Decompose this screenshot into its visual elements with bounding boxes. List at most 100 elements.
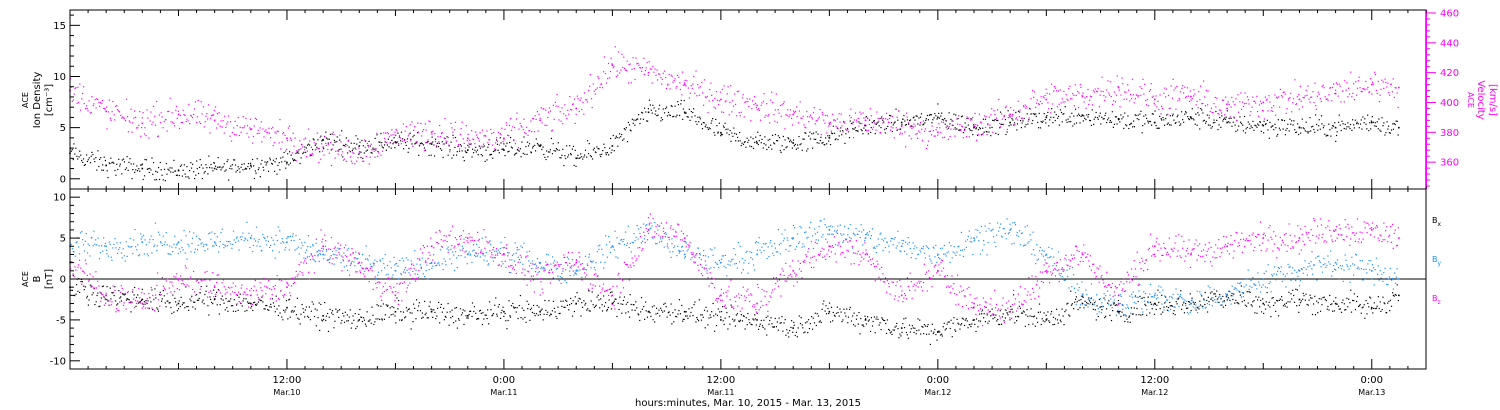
density-point: [142, 178, 144, 181]
bx-point: [1081, 302, 1084, 305]
velocity-point: [812, 112, 815, 114]
velocity-point: [600, 83, 602, 85]
density-point: [1368, 130, 1370, 132]
density-point: [691, 116, 693, 118]
velocity-point: [695, 70, 697, 72]
velocity-point: [183, 114, 185, 116]
velocity-point: [726, 93, 728, 95]
bx-point: [948, 321, 950, 323]
bx-point: [369, 319, 371, 321]
velocity-point: [99, 101, 102, 104]
density-point: [599, 154, 601, 156]
velocity-point: [541, 122, 543, 124]
velocity-point: [130, 108, 132, 110]
velocity-point: [1263, 118, 1266, 120]
bx-point: [734, 325, 736, 327]
bx-point: [181, 304, 183, 306]
bx-point: [308, 306, 310, 308]
density-point: [794, 143, 796, 146]
velocity-point: [277, 130, 279, 132]
density-point: [1100, 123, 1102, 125]
bx-point: [279, 312, 281, 314]
velocity-point: [90, 111, 92, 114]
by-point: [350, 262, 352, 264]
velocity-point: [731, 111, 733, 113]
y-tick-label: 15: [53, 21, 66, 32]
density-point: [1045, 116, 1048, 119]
velocity-point: [949, 135, 951, 138]
velocity-point: [571, 109, 573, 111]
bx-point: [1127, 321, 1129, 323]
bx-point: [1164, 302, 1166, 304]
velocity-point: [815, 120, 817, 122]
bx-point: [1199, 304, 1202, 306]
velocity-point: [1273, 105, 1275, 107]
bx-point: [516, 307, 518, 309]
density-point: [788, 138, 790, 140]
by-point: [200, 243, 202, 245]
density-point: [535, 138, 537, 140]
by-point: [246, 221, 248, 223]
bx-point: [987, 322, 989, 324]
density-point: [726, 132, 728, 134]
bx-point: [1298, 304, 1301, 306]
bx-point: [885, 332, 888, 335]
bx-point: [925, 333, 928, 335]
bx-point: [1358, 305, 1361, 307]
velocity-point: [502, 141, 504, 143]
velocity-point: [867, 117, 869, 119]
velocity-point: [995, 118, 997, 121]
bx-point: [1052, 316, 1055, 318]
density-point: [694, 115, 696, 117]
density-point: [409, 132, 411, 134]
by-point: [163, 243, 165, 246]
velocity-point: [1316, 95, 1319, 97]
bx-point: [405, 307, 408, 309]
by-point: [329, 257, 331, 259]
density-point: [1165, 117, 1167, 120]
density-point: [1130, 123, 1132, 125]
velocity-point: [912, 126, 915, 128]
density-point: [1187, 116, 1189, 118]
velocity-point: [1251, 106, 1253, 108]
density-point: [352, 148, 354, 150]
density-point: [279, 169, 281, 171]
density-point: [1216, 119, 1218, 122]
density-point: [1095, 111, 1097, 114]
density-point: [1189, 116, 1192, 118]
velocity-point: [1189, 90, 1191, 92]
velocity-point: [927, 144, 929, 146]
bx-point: [796, 336, 798, 338]
velocity-point: [1321, 85, 1323, 88]
bx-point: [797, 327, 799, 329]
velocity-point: [688, 97, 690, 99]
density-point: [243, 163, 245, 165]
density-point: [957, 118, 959, 120]
bx-point: [1092, 308, 1094, 311]
velocity-point: [761, 102, 763, 104]
bx-point: [649, 312, 651, 314]
velocity-point: [71, 100, 73, 103]
density-point: [454, 146, 456, 149]
by-point: [295, 235, 297, 237]
by-point: [255, 226, 258, 228]
velocity-point: [1322, 84, 1324, 86]
velocity-point: [394, 134, 397, 137]
y2-tick-label: 440: [1440, 38, 1459, 49]
velocity-point: [505, 122, 507, 124]
velocity-point: [481, 129, 483, 131]
bx-point: [1260, 299, 1262, 302]
bx-point: [285, 300, 288, 302]
density-point: [1340, 129, 1342, 132]
density-point: [669, 114, 671, 117]
velocity-point: [1285, 112, 1287, 114]
density-point: [636, 118, 638, 120]
by-point: [415, 269, 417, 271]
bx-point: [1206, 311, 1209, 313]
density-point: [949, 123, 951, 125]
bx-point: [1279, 298, 1281, 300]
velocity-point: [860, 113, 862, 115]
density-point: [1033, 113, 1036, 116]
velocity-point: [1141, 87, 1143, 90]
